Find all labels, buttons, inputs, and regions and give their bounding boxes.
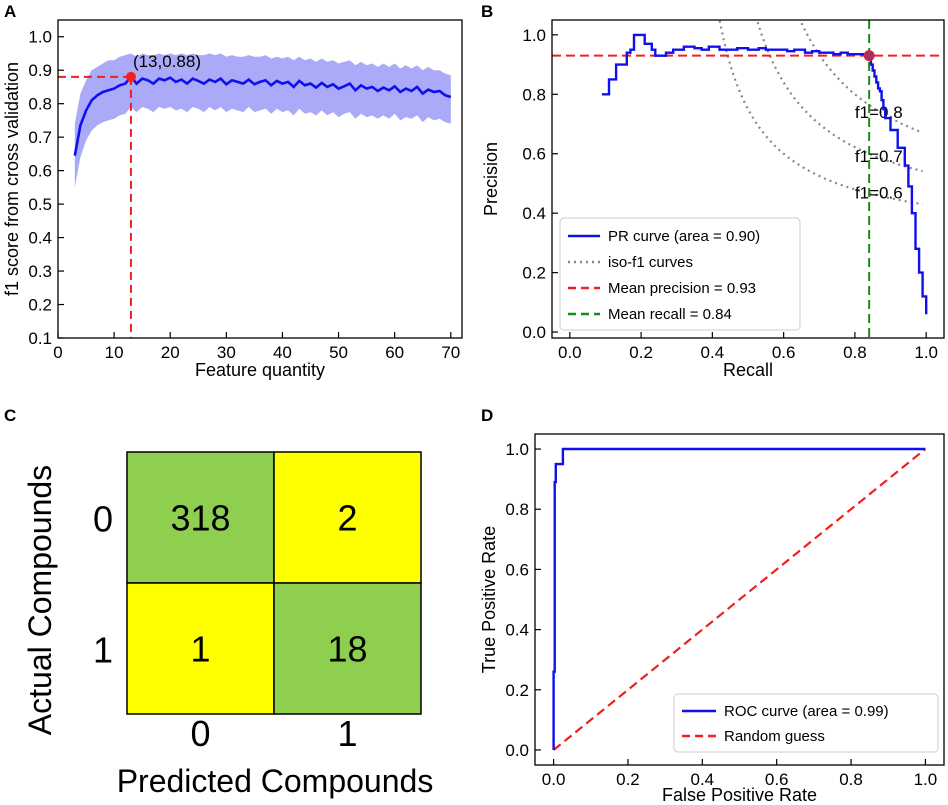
legend-label: iso-f1 curves [608,254,693,271]
x-tick-label: 0.2 [616,770,640,789]
panel-c-confusion-matrix: 318 2 0 1 18 1 0 1 Predicted Compounds Actual Com… [22,451,434,799]
x-tick-label: 60 [385,343,404,362]
pr-curve-line [601,33,928,315]
x-tick-label: 0.0 [542,770,566,789]
y-tick-label: 0.2 [522,264,546,283]
panel-label-b: B [481,2,493,21]
x-tick-label: 0.8 [843,343,867,362]
std-band [74,53,451,188]
x-tick-label: 0.4 [690,770,714,789]
y-tick-label: 0.6 [522,145,546,164]
y-tick-label: 1.0 [28,28,52,47]
y-tick-label: 0.6 [28,162,52,181]
cm-x-axis-label: Predicted Compounds [117,763,434,799]
x-tick-label: 0.6 [772,343,796,362]
f1-mean-line [73,74,452,156]
y-tick-label: 0.1 [28,329,52,348]
cm-cell-r0c1 [273,451,422,584]
random-guess-line [552,448,927,751]
y-tick-label: 0.4 [522,204,546,223]
y-axis-label: True Positive Rate [479,526,499,673]
y-tick-label: 0.4 [28,229,52,248]
legend-label: Mean precision = 0.93 [608,280,756,297]
y-axis-label: f1 score from cross validation [2,62,22,296]
best-point-label: (13,0.88) [133,52,201,71]
x-tick-label: 50 [329,343,348,362]
panel-b-pr-chart: f1=0.8 f1=0.7 f1=0.6 PR curve (area = 0.90)… [481,19,945,380]
legend-box [559,217,801,331]
plot-frame [534,433,945,766]
cm-value-r0c1: 2 [337,498,357,539]
cm-value-r1c1: 18 [327,629,367,670]
roc-curve-line [552,447,926,750]
y-tick-label: 0.8 [28,95,52,114]
y-tick-label: 1.0 [522,26,546,45]
plot-frame [57,19,463,339]
plot-frame [551,19,945,339]
y-tick-label: 0.8 [505,500,529,519]
iso-f1-curve [718,20,923,206]
x-tick-label: 70 [441,343,460,362]
cm-cell-r1c1 [273,582,422,715]
x-tick-label: 0.8 [839,770,863,789]
y-tick-label: 0.2 [505,681,529,700]
y-tick-label: 0.9 [28,61,52,80]
panel-label-a: A [4,2,16,21]
legend-label: PR curve (area = 0.90) [608,228,760,245]
x-axis-label: False Positive Rate [662,785,817,805]
x-tick-label: 0 [53,343,62,362]
y-tick-label: 1.0 [505,440,529,459]
x-tick-label: 40 [273,343,292,362]
y-tick-label: 0.4 [505,621,529,640]
x-tick-label: 30 [217,343,236,362]
iso-f1-label: f1=0.7 [855,147,903,166]
x-axis-label: Feature quantity [195,360,325,380]
y-tick-label: 0.2 [28,296,52,315]
panel-a-f1-chart: (13,0.88) 0 10 20 30 40 50 60 70 0.1 0.2 0.3 0.4 0.5 0… [2,19,463,380]
x-tick-label: 0.0 [558,343,582,362]
y-tick-label: 0.0 [522,323,546,342]
y-tick-label: 0.5 [28,195,52,214]
y-tick-label: 0.8 [522,85,546,104]
legend-box [673,693,939,753]
cm-row-label: 1 [93,630,113,671]
x-tick-label: 20 [161,343,180,362]
y-tick-label: 0.7 [28,128,52,147]
y-tick-label: 0.3 [28,262,52,281]
legend-label: Random guess [724,728,825,745]
x-axis-label: Recall [723,360,773,380]
mean-point-marker [863,50,875,62]
roc-legend: ROC curve (area = 0.99) Random guess [673,693,939,753]
legend-label: ROC curve (area = 0.99) [724,703,889,720]
cm-value-r1c0: 1 [190,629,210,670]
legend-label: Mean recall = 0.84 [608,306,732,323]
y-tick-label: 0.0 [505,741,529,760]
panel-label-d: D [481,406,493,425]
cm-col-label: 1 [337,713,357,754]
iso-f1-label: f1=0.8 [855,103,903,122]
y-axis-label: Precision [481,142,501,216]
best-point-marker [125,71,136,82]
x-tick-label: 10 [105,343,124,362]
x-tick-label: 1.0 [914,770,938,789]
cm-col-label: 0 [190,713,210,754]
x-tick-label: 0.6 [765,770,789,789]
panel-d-roc-chart: ROC curve (area = 0.99) Random guess 0.0 0.… [479,433,945,805]
pr-legend: PR curve (area = 0.90) iso-f1 curves Mean … [559,217,801,331]
cm-y-axis-label: Actual Compounds [22,465,58,735]
iso-f1-label: f1=0.6 [855,183,903,202]
x-tick-label: 0.4 [701,343,725,362]
x-tick-label: 1.0 [914,343,938,362]
panel-label-c: C [4,406,16,425]
iso-f1-curve [755,20,923,173]
y-tick-label: 0.6 [505,560,529,579]
x-tick-label: 0.2 [629,343,653,362]
cm-cell-r1c0 [126,582,275,715]
cm-cell-r0c0 [126,451,275,584]
cm-row-label: 0 [93,499,113,540]
cm-value-r0c0: 318 [170,498,230,539]
